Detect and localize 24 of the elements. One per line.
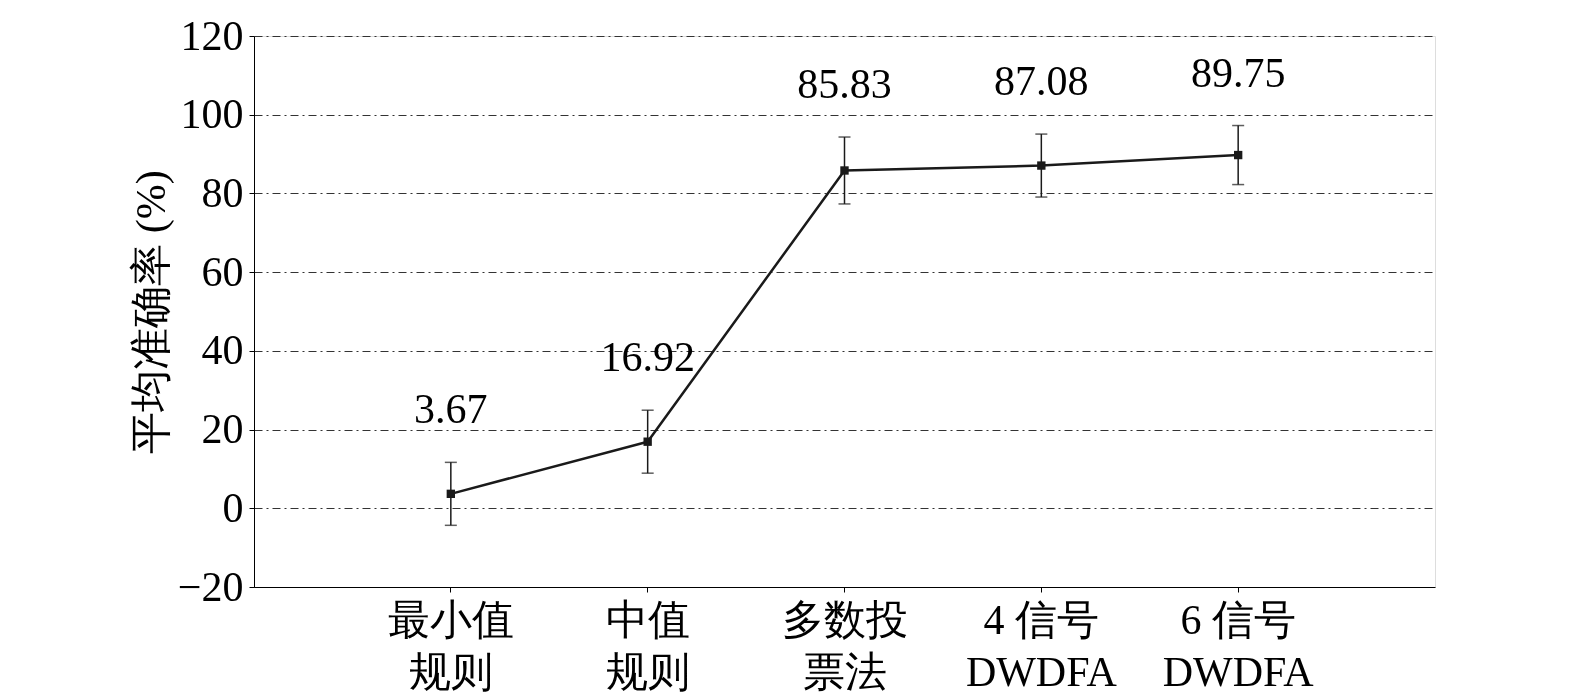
y-axis-title: 平均准确率 (%) (127, 170, 175, 454)
y-tick-label: 100 (180, 91, 244, 138)
y-tick-label: 40 (201, 327, 244, 374)
x-tick-label: 4 信号 DWDFA (965, 596, 1118, 695)
y-tick-label: −20 (177, 563, 244, 610)
data-label: 85.83 (797, 61, 892, 108)
y-tick-label: 0 (222, 484, 244, 531)
data-label: 16.92 (600, 334, 695, 381)
y-tick-label: 60 (201, 248, 244, 295)
data-label: 87.08 (994, 58, 1089, 105)
point (446, 489, 456, 499)
x-tick-label: 多数投票法 (781, 596, 908, 695)
y-tick-label: 120 (180, 12, 244, 59)
x-tick-label: 6 信号 DWDFA (1162, 596, 1315, 695)
point (1037, 161, 1046, 170)
data-label: 3.67 (414, 386, 488, 433)
y-tick-label: 80 (201, 169, 244, 216)
y-tick-label: 20 (201, 406, 244, 453)
point (643, 437, 652, 446)
point (840, 166, 849, 175)
x-tick-label: 中值规则 (605, 596, 690, 695)
data-label: 89.75 (1190, 49, 1286, 96)
point (1233, 150, 1243, 160)
x-tick-label: 最小值规则 (387, 596, 514, 695)
